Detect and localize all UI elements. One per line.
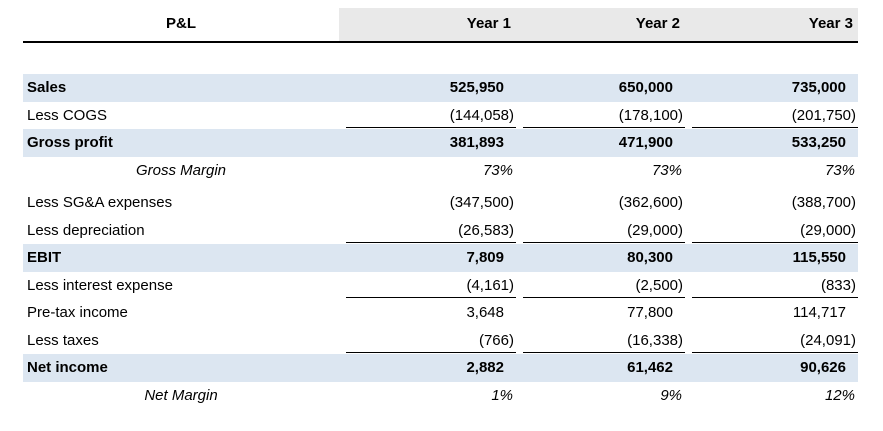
spacer-row — [23, 43, 858, 74]
pretax-income-label: Pre-tax income — [27, 304, 128, 321]
less-taxes-year3: (24,091) — [685, 327, 858, 355]
less-interest-label: Less interest expense — [27, 276, 173, 294]
less-depreciation-label: Less depreciation — [27, 221, 145, 239]
net-income-year3: 90,626 — [800, 359, 846, 376]
ebit-year2: 80,300 — [627, 249, 673, 266]
header-pnl: P&L — [23, 8, 339, 41]
ebit-year3: 115,550 — [792, 249, 846, 266]
table-header-row: P&L Year 1 Year 2 Year 3 — [23, 8, 858, 43]
ebit-year1: 7,809 — [466, 249, 504, 266]
ebit-label: EBIT — [27, 249, 62, 266]
less-interest-year2: (2,500) — [516, 272, 685, 300]
gross-margin-year2: 73% — [651, 161, 682, 179]
gross-profit-label: Gross profit — [27, 134, 113, 151]
sales-year2: 650,000 — [618, 79, 673, 96]
pretax-income-year2: 77,800 — [627, 304, 673, 321]
row-gross-margin: Gross Margin 73% 73% 73% — [23, 157, 858, 185]
row-less-depreciation: Less depreciation (26,583) (29,000) (29,… — [23, 217, 858, 245]
net-income-label: Net income — [27, 359, 108, 376]
net-margin-year2: 9% — [660, 386, 682, 404]
header-year-1: Year 1 — [339, 8, 516, 41]
row-less-sga: Less SG&A expenses (347,500) (362,600) (… — [23, 189, 858, 217]
row-sales: Sales 525,950 650,000 735,000 — [23, 74, 858, 102]
less-interest-year1: (4,161) — [339, 272, 516, 300]
less-taxes-label: Less taxes — [27, 331, 99, 349]
row-gross-profit: Gross profit 381,893 471,900 533,250 — [23, 129, 858, 157]
gross-margin-year3: 73% — [824, 161, 855, 179]
less-depreciation-year1: (26,583) — [339, 217, 516, 245]
row-less-taxes: Less taxes (766) (16,338) (24,091) — [23, 327, 858, 355]
less-sga-year2: (362,600) — [618, 194, 683, 211]
less-depreciation-year3: (29,000) — [685, 217, 858, 245]
less-depreciation-year2: (29,000) — [516, 217, 685, 245]
row-ebit: EBIT 7,809 80,300 115,550 — [23, 244, 858, 272]
less-cogs-year2: (178,100) — [516, 102, 685, 130]
pretax-income-year1: 3,648 — [466, 304, 504, 321]
net-margin-year1: 1% — [491, 386, 513, 404]
less-sga-year1: (347,500) — [449, 194, 514, 211]
row-pretax-income: Pre-tax income 3,648 77,800 114,717 — [23, 299, 858, 327]
less-interest-year3: (833) — [685, 272, 858, 300]
gross-profit-year3: 533,250 — [791, 134, 846, 151]
less-cogs-year3: (201,750) — [685, 102, 858, 130]
sales-year1: 525,950 — [449, 79, 504, 96]
less-sga-label: Less SG&A expenses — [27, 194, 173, 211]
less-cogs-label: Less COGS — [27, 106, 108, 124]
header-year-3: Year 3 — [685, 8, 858, 41]
gross-profit-year1: 381,893 — [449, 134, 504, 151]
less-taxes-year1: (766) — [339, 327, 516, 355]
gross-margin-year1: 73% — [482, 161, 513, 179]
gross-margin-label: Gross Margin — [135, 161, 227, 179]
pretax-income-year3: 114,717 — [792, 304, 846, 321]
less-sga-year3: (388,700) — [791, 194, 856, 211]
row-net-margin: Net Margin 1% 9% 12% — [23, 382, 858, 410]
pnl-statement-table: P&L Year 1 Year 2 Year 3 Sales 525,950 6… — [23, 8, 858, 409]
less-cogs-year1: (144,058) — [339, 102, 516, 130]
row-less-interest: Less interest expense (4,161) (2,500) (8… — [23, 272, 858, 300]
net-margin-year3: 12% — [824, 386, 855, 404]
net-margin-label: Net Margin — [144, 386, 218, 404]
net-income-year1: 2,882 — [466, 359, 504, 376]
sales-year3: 735,000 — [791, 79, 846, 96]
less-taxes-year2: (16,338) — [516, 327, 685, 355]
sales-label: Sales — [27, 79, 67, 96]
row-net-income: Net income 2,882 61,462 90,626 — [23, 354, 858, 382]
gross-profit-year2: 471,900 — [618, 134, 673, 151]
header-year-2: Year 2 — [516, 8, 685, 41]
row-less-cogs: Less COGS (144,058) (178,100) (201,750) — [23, 102, 858, 130]
net-income-year2: 61,462 — [627, 359, 673, 376]
